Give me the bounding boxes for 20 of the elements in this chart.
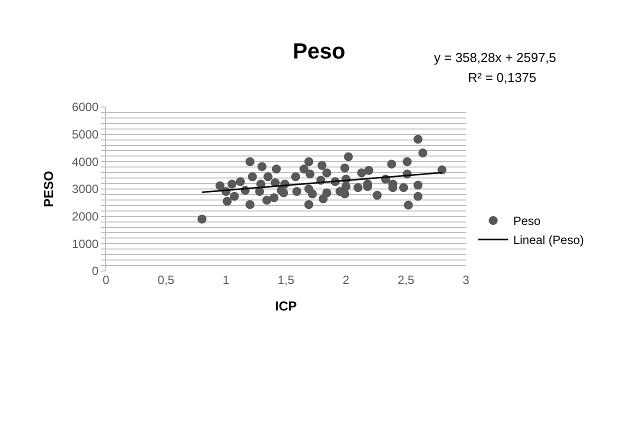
x-tick-label: 2,5	[398, 273, 415, 287]
text: y = 358,28x + 2597,5	[434, 50, 556, 65]
y-tick-label: 1000	[72, 236, 99, 251]
y-tick-label: 4000	[72, 154, 99, 169]
y-tick-label: 6000	[72, 100, 99, 114]
x-tick-label: 1,5	[278, 273, 295, 287]
x-tick-label: 2	[342, 273, 350, 287]
y-tick-label: 3000	[72, 182, 99, 196]
y-tick-label: 2000	[72, 210, 99, 224]
x-axis-title: ICP	[275, 298, 298, 314]
x-tick-label: 0	[102, 273, 110, 287]
x-tick-label: 1	[222, 273, 230, 287]
text: R² = 0,1375	[468, 70, 536, 85]
y-axis-title: PESO	[40, 170, 56, 208]
x-tick-label: 0,5	[158, 273, 175, 287]
x-tick-label: 3	[462, 273, 470, 287]
legend-label: Lineal (Peso)	[513, 233, 584, 248]
legend-label: Peso	[513, 214, 541, 228]
y-tick-label: 5000	[72, 128, 99, 142]
chart-title: Peso	[292, 38, 346, 64]
